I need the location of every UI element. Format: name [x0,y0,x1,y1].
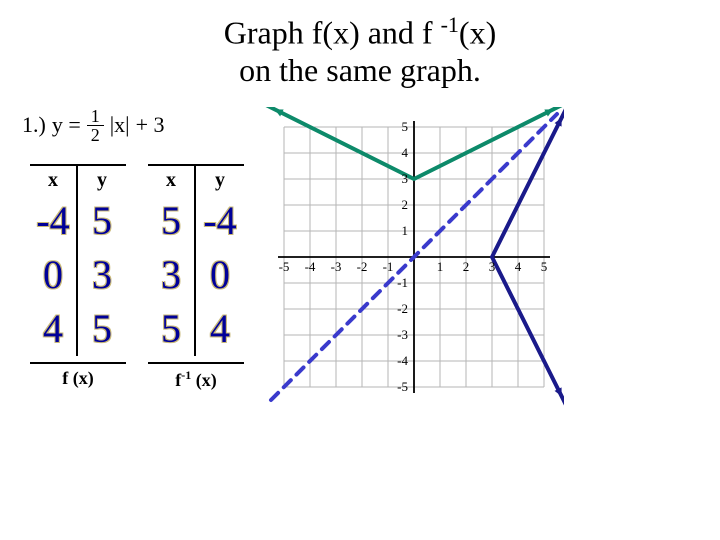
svg-text:-4: -4 [305,259,316,274]
svg-text:-2: -2 [397,301,408,316]
equation: 1.) y = 1 2 |x| + 3 [22,107,244,144]
equation-lhs: y = [52,112,81,138]
table-finv-caption: f-1 (x) [148,362,244,391]
page-title: Graph f(x) and f -1(x) on the same graph… [0,0,720,89]
title-line1: Graph f(x) and f [224,15,433,51]
fraction-den: 2 [87,126,104,144]
svg-text:1: 1 [437,259,444,274]
table-finv-header-y: y [196,164,244,194]
table-cell: 0 [196,248,244,302]
table-fx-caption: f (x) [30,362,126,389]
title-sup: -1 [441,12,459,37]
svg-text:4: 4 [515,259,522,274]
svg-text:-5: -5 [279,259,290,274]
table-cell: 0 [30,248,78,302]
svg-text:2: 2 [402,197,409,212]
title-line2: on the same graph. [239,52,481,88]
equation-tail: + 3 [136,112,165,138]
table-cell: 5 [148,302,196,356]
table-cell: 5 [78,302,126,356]
graph-svg: -5 -4 -3 -2 -1 1 2 3 4 5 -5 -4 -3 -2 -1 1 2 3 4 5 [264,107,564,407]
svg-text:2: 2 [463,259,470,274]
graph: -5 -4 -3 -2 -1 1 2 3 4 5 -5 -4 -3 -2 -1 1 2 3 4 5 [264,107,564,407]
table-cell: 4 [196,302,244,356]
svg-text:3: 3 [402,171,409,186]
table-cell: 4 [30,302,78,356]
svg-text:-2: -2 [357,259,368,274]
svg-text:-1: -1 [397,275,408,290]
table-cell: 3 [148,248,196,302]
svg-text:5: 5 [402,119,409,134]
table-fx: x y -4 5 0 3 4 5 f (x) [30,164,126,391]
table-cell: 5 [78,194,126,248]
content-row: 1.) y = 1 2 |x| + 3 x y -4 5 0 3 4 5 [0,89,720,407]
svg-text:-1: -1 [383,259,394,274]
equation-label: 1.) [22,112,46,138]
svg-text:3: 3 [489,259,496,274]
title-after: (x) [459,15,496,51]
left-column: 1.) y = 1 2 |x| + 3 x y -4 5 0 3 4 5 [30,107,244,391]
table-finv: x y 5 -4 3 0 5 4 f-1 (x) [148,164,244,391]
svg-text:-5: -5 [397,379,408,394]
fraction: 1 2 [87,107,104,144]
svg-text:1: 1 [402,223,409,238]
finv-caption-sup: -1 [181,368,191,382]
svg-text:-3: -3 [397,327,408,342]
table-cell: 3 [78,248,126,302]
finv-caption-suffix: (x) [191,370,217,390]
fraction-num: 1 [87,107,104,126]
tables-row: x y -4 5 0 3 4 5 f (x) x y 5 -4 3 [30,164,244,391]
table-finv-grid: x y 5 -4 3 0 5 4 [148,164,244,356]
svg-text:-4: -4 [397,353,408,368]
table-finv-header-x: x [148,164,196,194]
svg-text:-3: -3 [331,259,342,274]
equation-abs: |x| [110,112,130,138]
table-cell: -4 [196,194,244,248]
table-cell: 5 [148,194,196,248]
table-cell: -4 [30,194,78,248]
table-fx-header-x: x [30,164,78,194]
table-fx-grid: x y -4 5 0 3 4 5 [30,164,126,356]
svg-text:5: 5 [541,259,548,274]
table-fx-header-y: y [78,164,126,194]
svg-text:4: 4 [402,145,409,160]
